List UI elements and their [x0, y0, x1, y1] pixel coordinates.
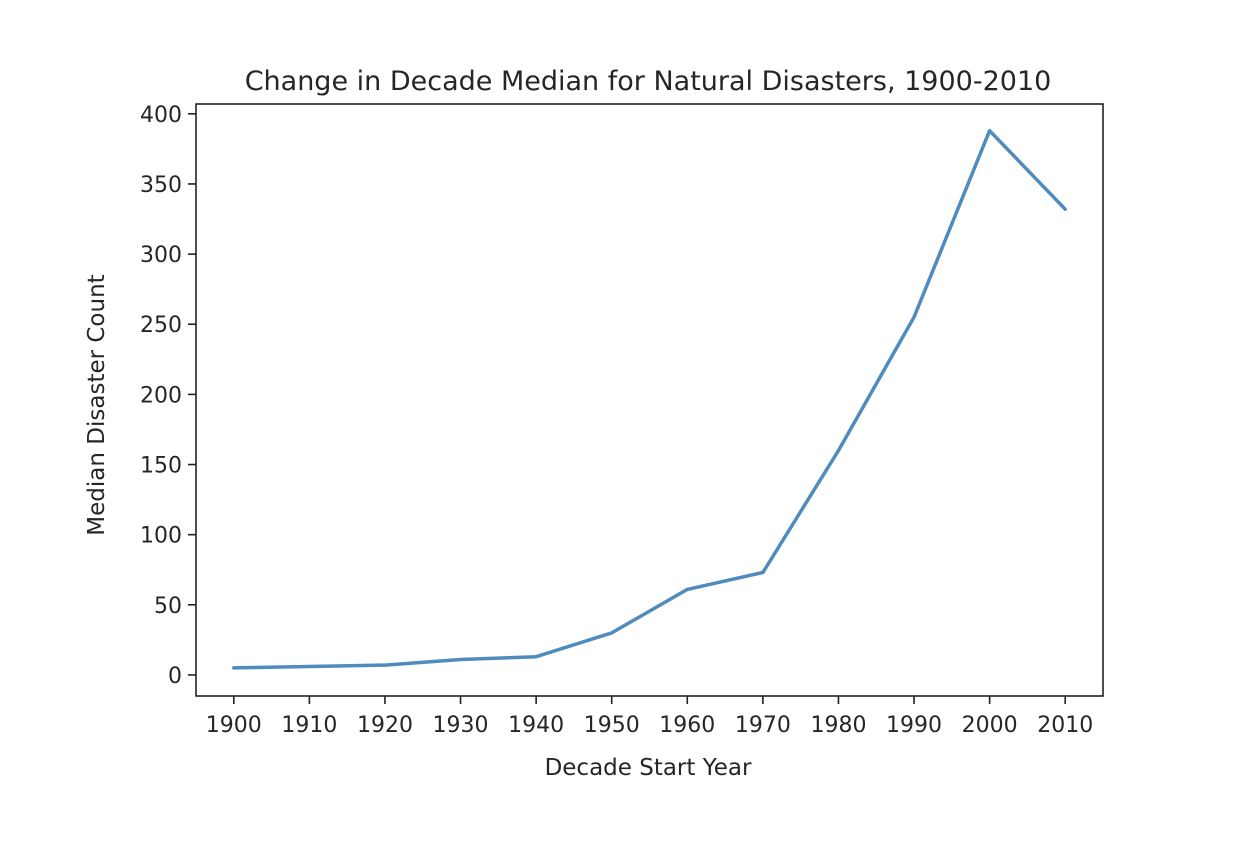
y-tick-label: 100: [140, 524, 182, 549]
x-axis-label: Decade Start Year: [545, 755, 752, 781]
x-tick-label: 1910: [281, 713, 337, 738]
x-tick-label: 1960: [659, 713, 715, 738]
y-tick-label: 150: [140, 454, 182, 479]
x-tick-label: 1920: [357, 713, 413, 738]
y-axis-label: Median Disaster Count: [84, 274, 110, 535]
y-tick-label: 350: [140, 173, 182, 198]
x-tick-label: 1950: [584, 713, 640, 738]
x-tick-label: 2010: [1037, 713, 1093, 738]
x-tick-label: 1990: [886, 713, 942, 738]
y-tick-label: 200: [140, 383, 182, 408]
x-tick-label: 2000: [962, 713, 1018, 738]
plot-frame: [195, 103, 1104, 697]
x-tick-label: 1980: [810, 713, 866, 738]
x-tick-label: 1930: [433, 713, 489, 738]
x-tick-label: 1970: [735, 713, 791, 738]
x-tick-label: 1940: [508, 713, 564, 738]
y-tick-label: 300: [140, 243, 182, 268]
x-tick-label: 1900: [206, 713, 262, 738]
y-tick-label: 400: [140, 103, 182, 128]
y-tick-label: 0: [168, 664, 182, 689]
plot-area: 1900 1910 1920 1930 1940 1950 1960 1970 1980 1990…: [140, 103, 1104, 738]
y-tick-label: 50: [154, 594, 182, 619]
y-tick-label: 250: [140, 313, 182, 338]
series-line: [232, 128, 1067, 670]
chart-title: Change in Decade Median for Natural Disa…: [245, 66, 1052, 97]
